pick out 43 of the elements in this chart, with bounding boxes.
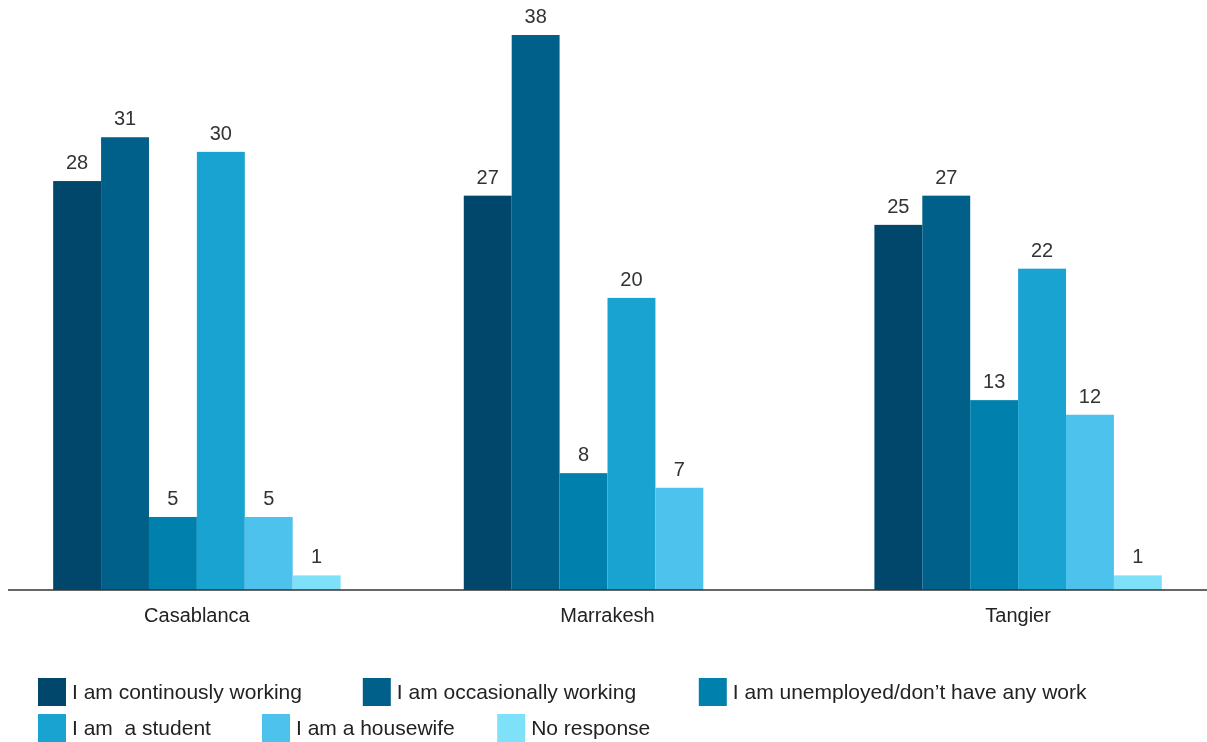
bar: [511, 35, 560, 590]
data-label: 8: [577, 443, 590, 466]
bar: [874, 224, 923, 590]
bar: [607, 297, 656, 590]
bar: [655, 487, 704, 590]
data-label: 22: [1030, 238, 1054, 261]
data-label: 1: [311, 545, 323, 568]
data-label: 38: [524, 5, 547, 27]
data-label: 28: [66, 151, 89, 174]
legend-label: I am unemployed/don’t have any work: [732, 680, 1087, 703]
bar: [148, 516, 197, 590]
bar: [463, 195, 512, 590]
data-label: 5: [263, 486, 275, 509]
data-label: 5: [167, 486, 179, 509]
bar: [1066, 414, 1114, 590]
legend-label: I am occasionally working: [396, 680, 637, 703]
data-label: 1: [1132, 545, 1144, 568]
bar: [559, 473, 608, 590]
data-label: 7: [673, 457, 685, 480]
data-label: 27: [935, 165, 958, 188]
x-tick-label: Tangier: [985, 604, 1052, 626]
bar: [244, 516, 293, 590]
data-label: 30: [209, 121, 232, 144]
data-label: 13: [983, 370, 1006, 393]
bar: [1113, 575, 1162, 590]
data-label: 20: [620, 267, 643, 290]
data-label: 31: [113, 107, 137, 130]
data-label: 25: [887, 194, 910, 217]
x-tick-label: Marrakesh: [560, 604, 655, 626]
bar: [970, 400, 1019, 590]
legend-label: No response: [531, 716, 651, 739]
legend-label: I am continously working: [72, 680, 302, 703]
bar: [922, 195, 971, 590]
data-label: 27: [476, 165, 499, 188]
data-label: 12: [1078, 384, 1102, 407]
bar: [53, 181, 102, 590]
legend-label: I am a student: [72, 716, 212, 739]
bar: [101, 137, 149, 590]
x-tick-label: Casablanca: [144, 604, 251, 626]
legend-label: I am a housewife: [296, 716, 455, 739]
bar: [196, 151, 245, 590]
bar: [1018, 268, 1067, 590]
bar: [292, 575, 341, 590]
